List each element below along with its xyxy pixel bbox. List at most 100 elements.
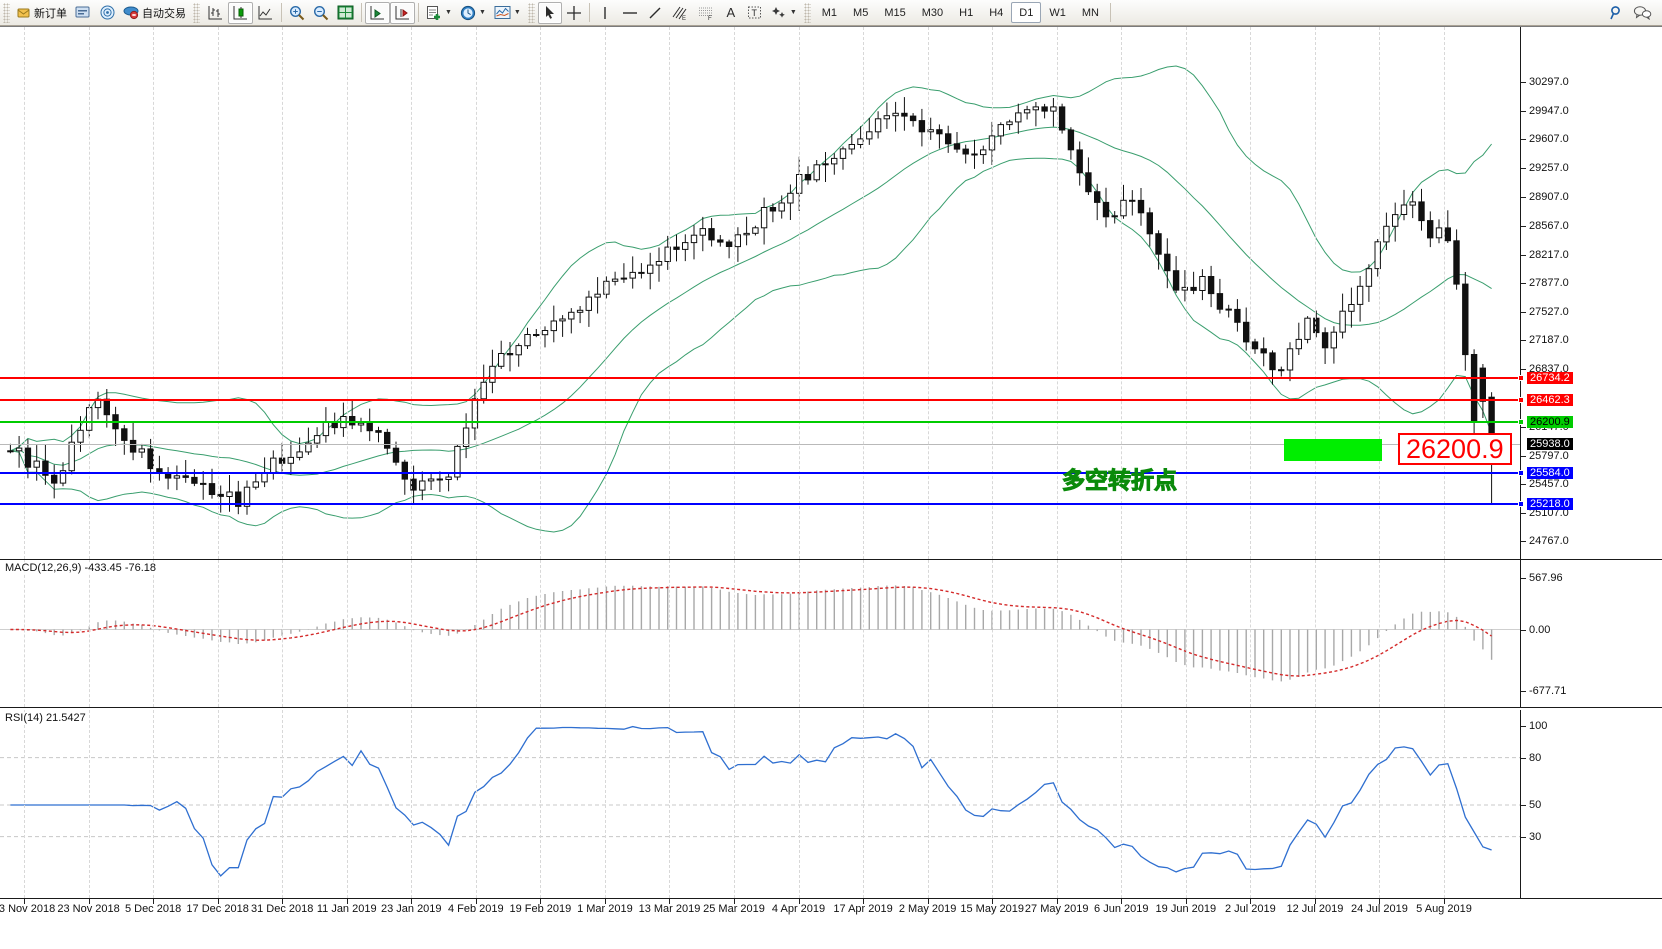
trendline-button[interactable] [643, 2, 667, 24]
vertical-line-button[interactable] [593, 2, 617, 24]
cursor-tool-button[interactable] [537, 1, 562, 24]
chevron-down-icon-3[interactable]: ▼ [513, 9, 521, 16]
rsi-pane[interactable]: RSI(14) 21.5427 100 80 50 30 [0, 710, 1662, 898]
search-button[interactable] [1605, 2, 1629, 24]
date-tick-label: 17 Dec 2018 [186, 903, 249, 915]
auto-scroll-button[interactable] [365, 1, 390, 24]
chart-data-button[interactable] [71, 2, 95, 24]
price-tick-label: 29607.0 [1529, 133, 1569, 146]
pane-separator-2[interactable] [0, 707, 1662, 708]
price-level-label[interactable]: 25584.0 [1527, 467, 1573, 480]
price-level-label[interactable]: 25218.0 [1527, 497, 1573, 510]
date-tick-label: 4 Apr 2019 [771, 903, 826, 915]
date-tick [734, 899, 735, 904]
level-handle[interactable] [1518, 419, 1524, 426]
macd-plot-area[interactable] [0, 560, 1520, 707]
chart-window[interactable]: HK50-,Daily 25215.0 25999.0 25215.0 2593… [0, 26, 1662, 949]
vertical-gridline [24, 710, 25, 898]
macd-pane[interactable]: MACD(12,26,9) -433.45 -76.18 567.96 0.00 -… [0, 560, 1662, 707]
level-handle[interactable] [1518, 397, 1524, 404]
price-axis[interactable]: 30297.0 29947.0 29607.0 29257.0 28907.0 28567… [1520, 27, 1662, 559]
chevron-down-icon-2[interactable]: ▼ [478, 9, 486, 16]
price-level-label[interactable]: 26734.2 [1527, 371, 1573, 384]
signals-button[interactable] [95, 2, 119, 24]
timeframe-m30[interactable]: M30 [921, 7, 944, 19]
vertical-gridline [1056, 560, 1058, 707]
zoom-in-button[interactable] [285, 2, 309, 24]
timeframe-mn[interactable]: MN [1081, 7, 1099, 19]
rsi-plot-area[interactable] [0, 710, 1520, 898]
equidistant-channel-button[interactable]: E [667, 2, 693, 24]
price-pane[interactable]: 多空转折点 26200.9 30297.0 29947.0 29607.0 29257… [0, 27, 1662, 559]
chevron-down-icon-4[interactable]: ▼ [789, 9, 797, 16]
price-tick [1521, 311, 1526, 313]
timeframe-d1[interactable]: D1 [1011, 2, 1042, 23]
level-handle[interactable] [1518, 500, 1524, 507]
price-level-line[interactable] [0, 470, 1524, 477]
price-level-line[interactable] [0, 419, 1524, 426]
period-button[interactable]: ▼ [456, 2, 490, 24]
line-chart-button[interactable] [253, 2, 278, 24]
rsi-label: RSI(14) 21.5427 [4, 712, 87, 724]
toolbar-grip-3[interactable] [527, 2, 535, 23]
pane-separator-1[interactable] [0, 559, 1662, 560]
chat-icon [1633, 6, 1652, 20]
timeframe-m1[interactable]: M1 [821, 7, 838, 19]
toolbar-grip-2[interactable] [193, 2, 200, 23]
date-tick [540, 899, 542, 904]
rsi-axis[interactable]: 100 80 50 30 [1520, 710, 1662, 898]
toolbar-grip-4[interactable] [803, 2, 811, 23]
date-tick-label: 13 Mar 2019 [638, 903, 701, 915]
macd-axis[interactable]: 567.96 0.00 -677.71 [1520, 560, 1662, 707]
price-level-label[interactable]: 26200.9 [1527, 416, 1573, 429]
text-label-button[interactable]: T [743, 2, 767, 24]
timeframe-h4[interactable]: H4 [989, 7, 1004, 19]
chart-shift-button[interactable] [390, 1, 415, 24]
vertical-gridline [927, 710, 929, 898]
vertical-gridline [1250, 710, 1252, 898]
toolbar-separator-5 [1109, 3, 1111, 22]
rsi-tick [1521, 757, 1526, 759]
level-handle[interactable] [1518, 374, 1524, 381]
price-level-line[interactable] [0, 374, 1524, 381]
price-level-label[interactable]: 25938.0 [1527, 437, 1573, 450]
timeframe-h1[interactable]: H1 [959, 7, 974, 19]
timeframe-m5[interactable]: M5 [853, 7, 869, 19]
level-handle[interactable] [1518, 470, 1524, 477]
price-tick [1521, 426, 1526, 428]
candlestick-chart-button[interactable] [228, 1, 253, 24]
crosshair-tool-button[interactable] [562, 2, 586, 24]
chat-button[interactable] [1629, 2, 1656, 24]
price-level-label[interactable]: 26462.3 [1527, 394, 1573, 407]
timeframe-w1[interactable]: W1 [1049, 7, 1066, 19]
market-icon [123, 6, 139, 20]
horizontal-line-button[interactable] [617, 2, 643, 24]
date-tick-label: 2 Jul 2019 [1224, 903, 1276, 915]
date-tick [1121, 899, 1123, 904]
market-button[interactable]: 自动交易 [119, 2, 190, 24]
price-tick-label: 29257.0 [1529, 162, 1569, 175]
date-tick-label: 5 Aug 2019 [1416, 903, 1472, 915]
price-plot-area[interactable] [0, 27, 1520, 559]
fibonacci-button[interactable]: F [693, 2, 719, 24]
vertical-gridline [604, 27, 606, 559]
text-tool-button[interactable]: A [719, 2, 743, 24]
shapes-button[interactable]: ▼ [767, 2, 801, 24]
toolbar-grip[interactable] [3, 2, 10, 23]
timeframe-m15[interactable]: M15 [884, 7, 906, 19]
chart-grid-button[interactable] [333, 2, 358, 24]
price-tick-label: 25797.0 [1529, 449, 1569, 462]
price-level-line[interactable] [0, 397, 1524, 404]
add-indicator-button[interactable]: ▼ [422, 2, 456, 24]
rsi-tick-label: 30 [1529, 830, 1542, 843]
chevron-down-icon[interactable]: ▼ [445, 9, 452, 16]
date-tick-label: 19 Jun 2019 [1155, 903, 1217, 915]
price-level-line[interactable] [0, 500, 1524, 507]
rsi-tick [1521, 836, 1526, 838]
new-order-button[interactable]: 新订单 [13, 2, 71, 24]
bar-chart-button[interactable] [203, 2, 228, 24]
zoom-out-button[interactable] [309, 2, 333, 24]
templates-button[interactable]: ▼ [490, 2, 525, 24]
channel-icon: E [672, 6, 687, 21]
